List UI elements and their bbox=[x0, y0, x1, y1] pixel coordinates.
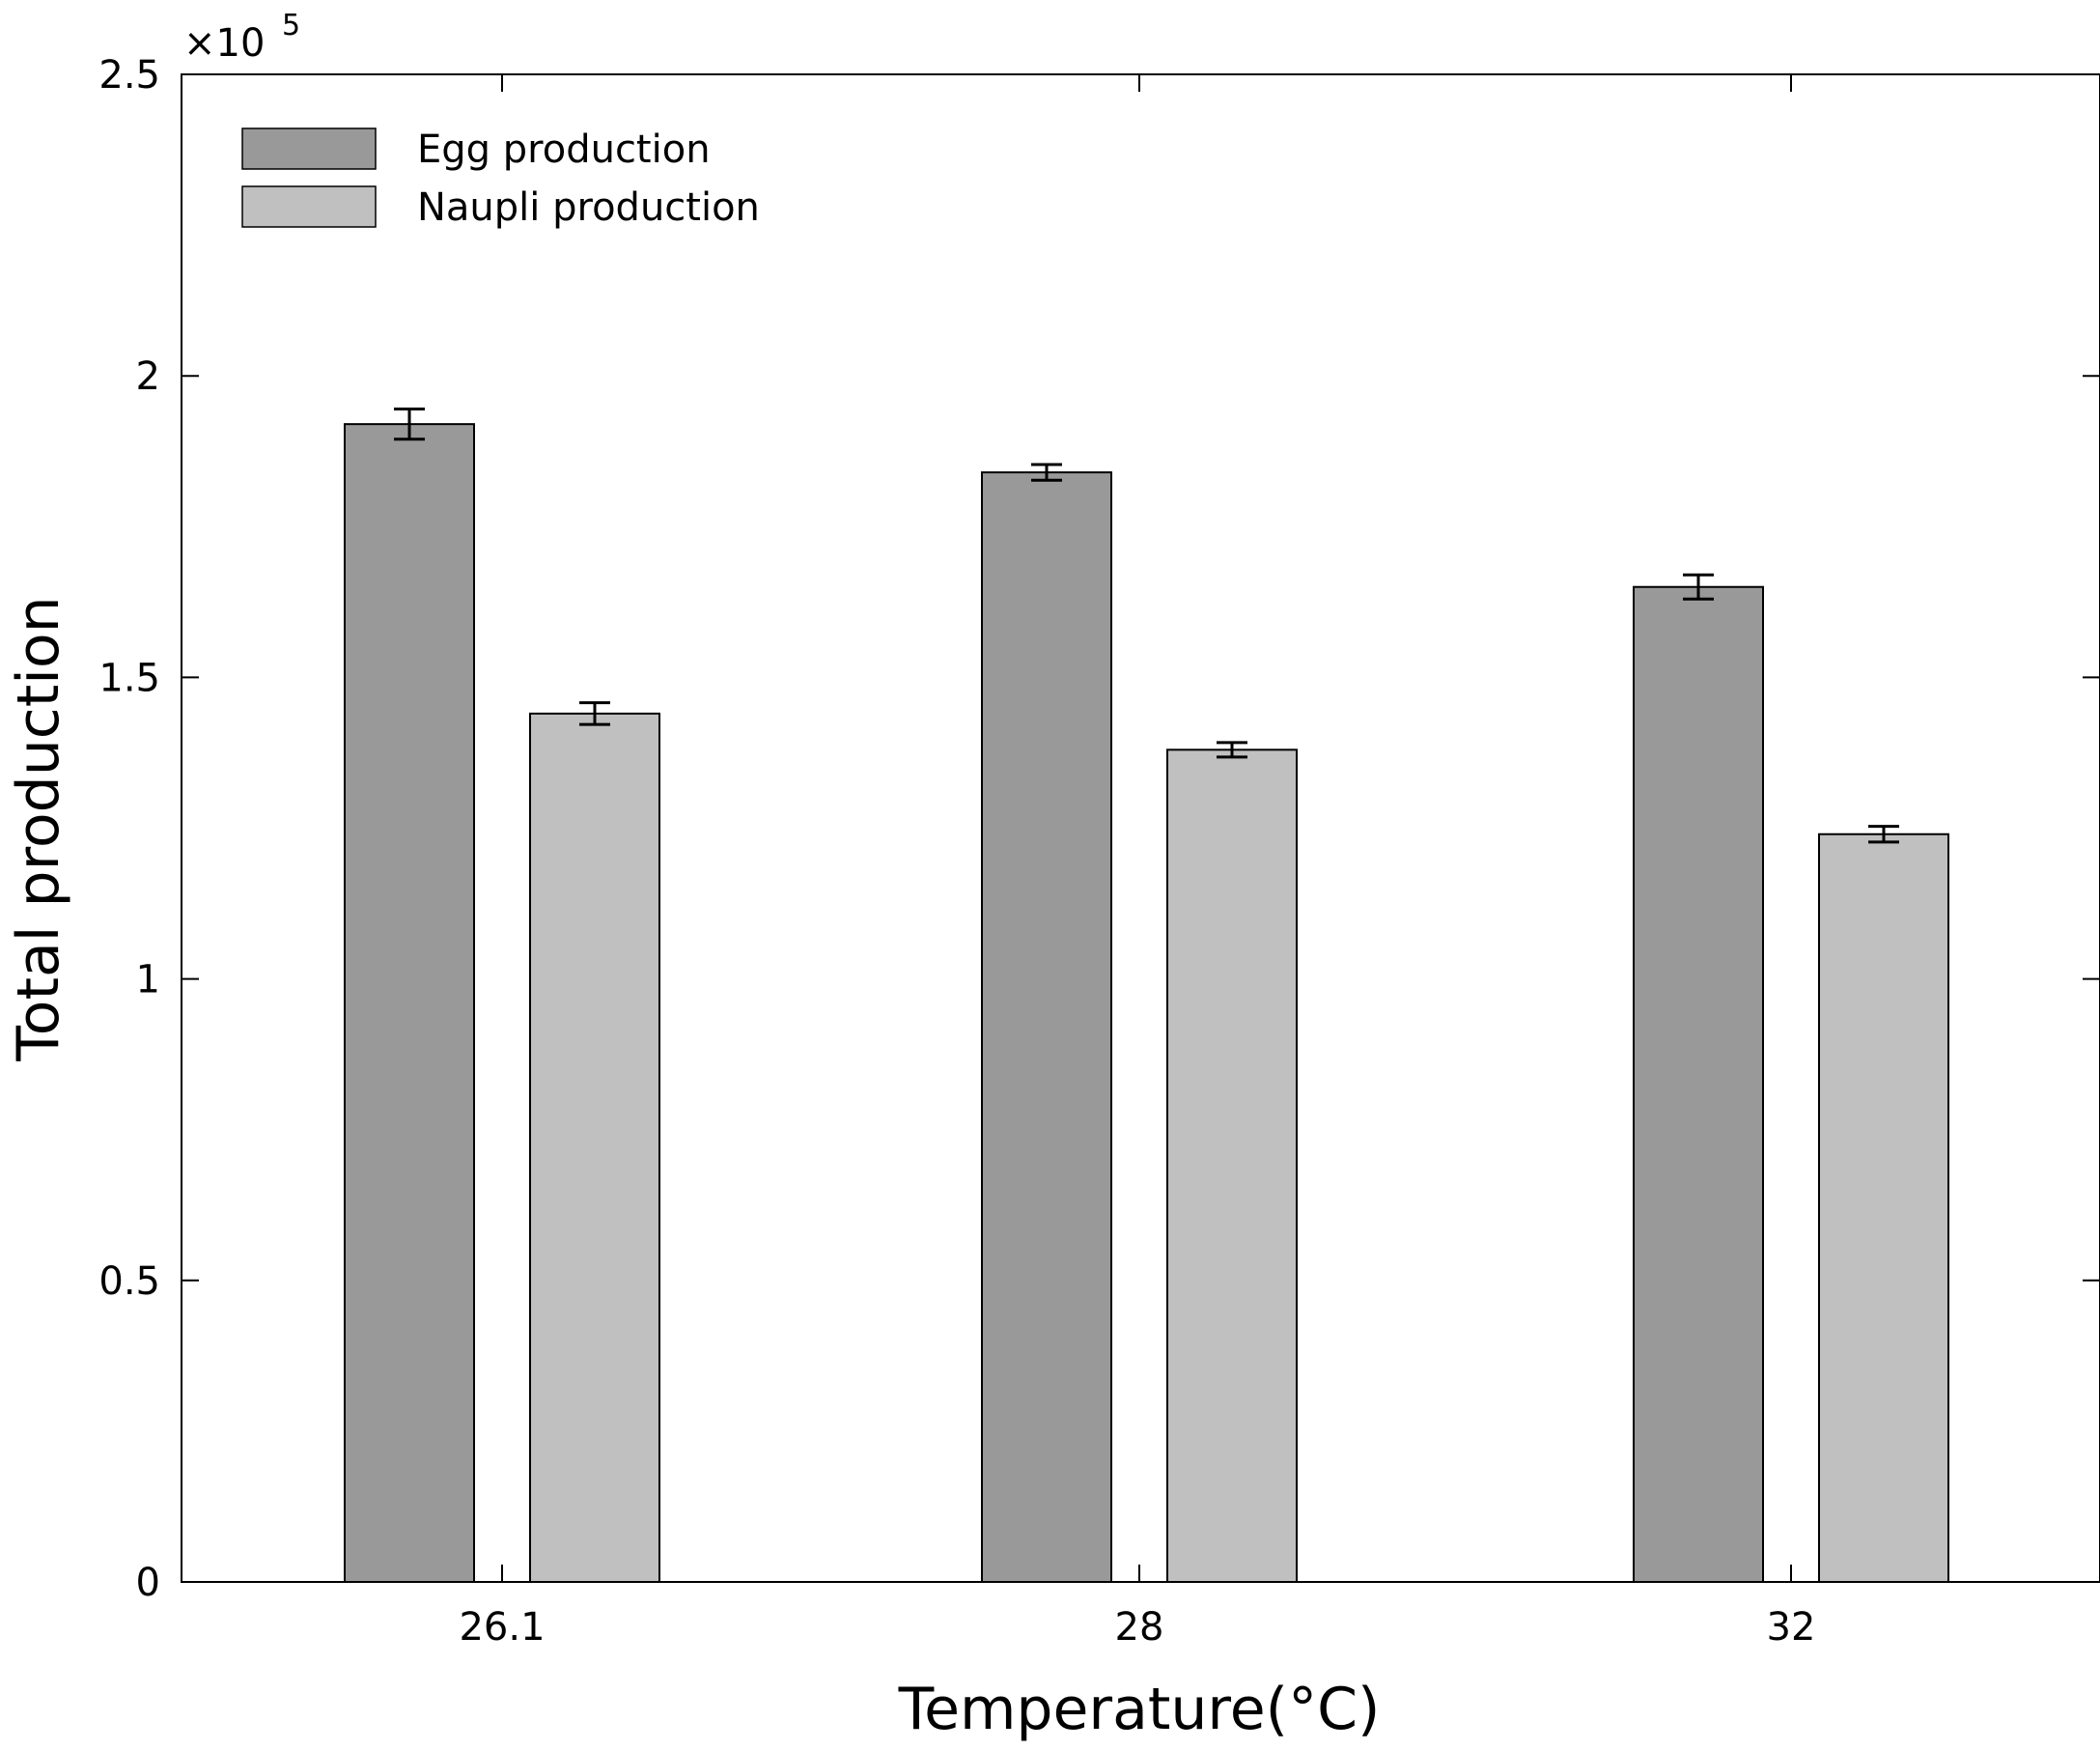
legend-swatch-egg bbox=[241, 127, 377, 170]
y-tick-label: 1 bbox=[136, 958, 160, 1002]
ticks-layer: 0 0.5 1 1.5 2 2.5 26.1 28 32 bbox=[98, 53, 2100, 1650]
y-multiplier: ×10 5 bbox=[183, 9, 300, 66]
legend-label-naupli: Naupli production bbox=[417, 185, 760, 230]
error-bar-egg-2 bbox=[1683, 573, 1714, 601]
y-tick-label: 0.5 bbox=[98, 1259, 160, 1304]
error-bar-egg-1 bbox=[1031, 463, 1062, 482]
bar-egg-0 bbox=[344, 423, 475, 1584]
x-tick-label: 28 bbox=[1115, 1605, 1164, 1650]
y-tick-label: 2.5 bbox=[98, 53, 160, 98]
error-bar-naupli-2 bbox=[1868, 825, 1899, 844]
y-tick-label: 2 bbox=[136, 354, 160, 399]
error-bar-egg-0 bbox=[394, 408, 425, 441]
x-axis-title: Temperature(°C) bbox=[898, 1676, 1381, 1743]
error-bar-naupli-1 bbox=[1217, 741, 1247, 759]
bars-layer bbox=[344, 408, 1949, 1584]
y-tick-label: 0 bbox=[136, 1561, 160, 1605]
legend-swatch-naupli bbox=[241, 185, 377, 228]
x-tick-label: 26.1 bbox=[459, 1605, 545, 1650]
y-multiplier-exponent: 5 bbox=[282, 9, 300, 42]
bar-naupli-0 bbox=[529, 712, 660, 1583]
legend-label-egg: Egg production bbox=[417, 127, 711, 172]
y-axis-title: Total production bbox=[5, 596, 72, 1061]
y-tick-label: 1.5 bbox=[98, 656, 160, 700]
bar-egg-2 bbox=[1633, 585, 1764, 1583]
y-multiplier-prefix: ×10 bbox=[183, 21, 265, 66]
bar-naupli-2 bbox=[1818, 833, 1949, 1583]
bar-egg-1 bbox=[981, 471, 1112, 1583]
legend: Egg production Naupli production bbox=[241, 127, 760, 230]
error-bar-naupli-0 bbox=[579, 701, 610, 726]
plot-frame bbox=[181, 73, 2100, 1583]
x-tick-label: 32 bbox=[1767, 1605, 1816, 1650]
bar-naupli-1 bbox=[1166, 748, 1298, 1583]
